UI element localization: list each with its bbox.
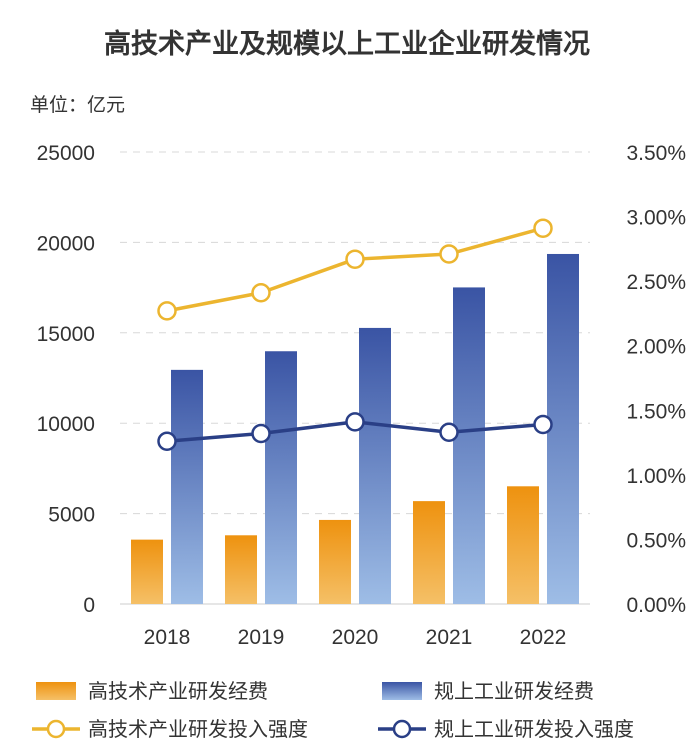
left-tick-label: 0	[83, 594, 95, 617]
data-point	[157, 301, 177, 321]
left-axis-ticks: 0 5000 10000 15000 20000 25000	[37, 142, 95, 617]
data-point	[345, 412, 365, 432]
bar-industrial	[171, 369, 203, 604]
legend-label: 规上工业研发经费	[434, 679, 594, 703]
x-tick-label: 2020	[332, 626, 379, 649]
left-tick-label: 10000	[37, 413, 95, 436]
bar-industrial	[359, 327, 391, 604]
left-tick-label: 25000	[37, 142, 95, 165]
bar-industrial	[265, 351, 297, 604]
right-axis-ticks: 0.00% 0.50% 1.00% 1.50% 2.00% 2.50% 3.00% 3.50%	[626, 142, 686, 617]
data-point	[251, 423, 271, 444]
series-line-high-tech-intensity	[166, 226, 544, 313]
right-tick-label: 1.50%	[626, 400, 686, 423]
chart-title: 高技术产业及规模以上工业企业研发情况	[104, 28, 590, 60]
legend-label: 高技术产业研发经费	[88, 679, 268, 703]
bar-high-tech	[225, 535, 257, 604]
data-point	[533, 218, 553, 238]
legend-swatch	[382, 682, 422, 700]
bars	[131, 253, 579, 605]
legend-label: 高技术产业研发投入强度	[88, 717, 308, 741]
data-point	[533, 414, 553, 435]
bar-high-tech	[413, 501, 445, 604]
legend-label: 规上工业研发投入强度	[434, 717, 634, 741]
bar-high-tech	[319, 519, 351, 604]
bar-industrial	[453, 287, 485, 604]
series-lines	[157, 218, 553, 452]
right-tick-label: 2.50%	[626, 271, 686, 294]
legend-swatch-marker	[46, 719, 66, 739]
data-point	[439, 244, 459, 264]
right-tick-label: 2.00%	[626, 336, 686, 359]
legend-swatch	[36, 682, 76, 700]
x-tick-label: 2022	[520, 626, 567, 649]
data-point	[439, 422, 459, 442]
x-axis-ticks: 2018 2019 2020 2021 2022	[144, 626, 567, 649]
x-tick-label: 2019	[238, 626, 285, 649]
unit-label: 单位：亿元	[30, 94, 125, 116]
x-tick-label: 2021	[426, 626, 473, 649]
left-tick-label: 20000	[37, 232, 95, 255]
right-tick-label: 0.00%	[626, 594, 686, 617]
bar-high-tech	[131, 539, 163, 604]
x-tick-label: 2018	[144, 626, 191, 649]
right-tick-label: 3.00%	[626, 207, 686, 230]
data-point	[251, 283, 271, 303]
bar-industrial	[547, 253, 579, 605]
right-tick-label: 3.50%	[626, 142, 686, 165]
data-point	[345, 249, 365, 269]
left-tick-label: 15000	[37, 323, 95, 346]
right-tick-label: 0.50%	[626, 529, 686, 552]
legend-swatch-marker	[392, 719, 412, 739]
bar-high-tech	[507, 486, 539, 604]
data-point	[157, 431, 177, 452]
left-tick-label: 5000	[48, 504, 95, 527]
right-tick-label: 1.00%	[626, 465, 686, 488]
